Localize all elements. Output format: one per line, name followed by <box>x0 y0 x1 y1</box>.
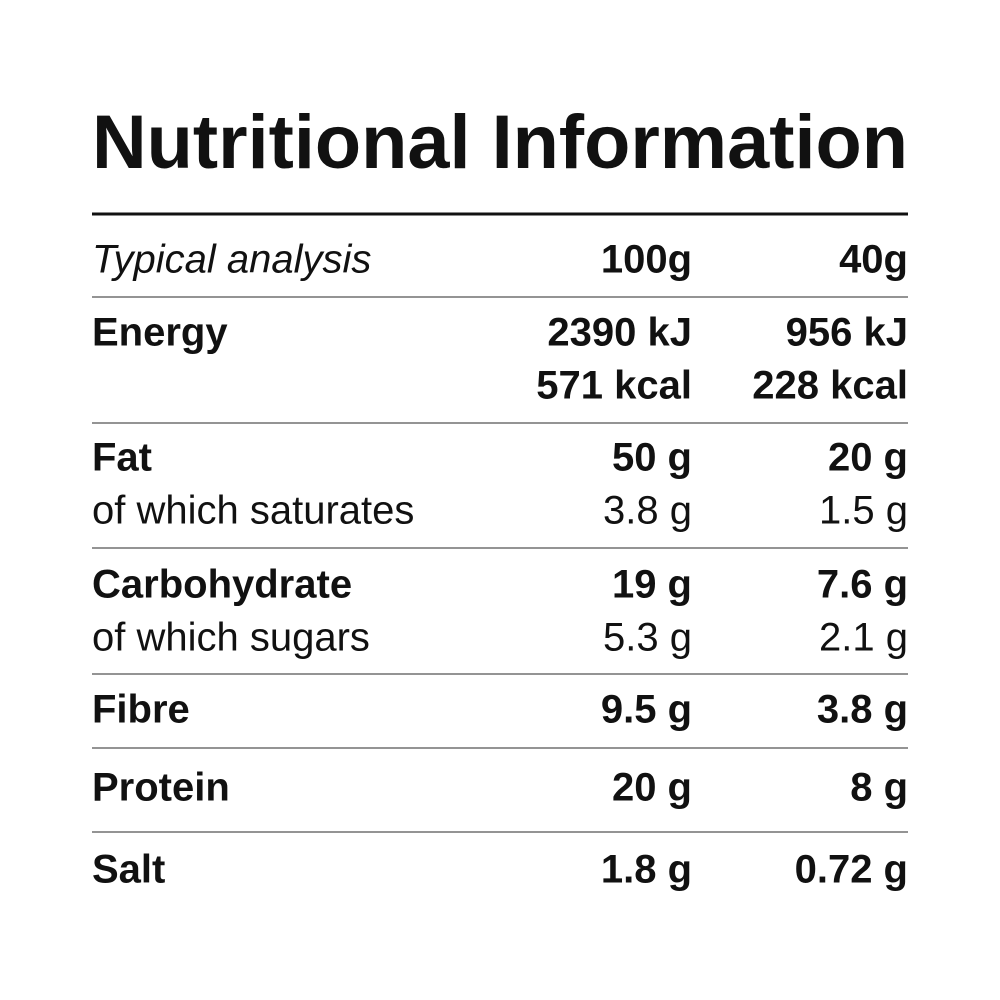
nutrient-name: Fat <box>92 436 152 480</box>
nutrient-name: Energy <box>92 311 228 355</box>
value-40g: 956 kJ <box>786 311 908 355</box>
header-label: Typical analysis <box>92 238 371 282</box>
header-col1: 100g <box>601 238 692 282</box>
nutrient-name: Protein <box>92 766 230 810</box>
nutrient-name: Salt <box>92 848 165 892</box>
value-40g: 20 g <box>828 436 908 480</box>
sub-value-100g: 3.8 g <box>603 489 692 533</box>
sub-value-100g: 5.3 g <box>603 616 692 660</box>
value-40g: 228 kcal <box>752 364 908 408</box>
value-100g: 2390 kJ <box>547 311 692 355</box>
value-100g: 19 g <box>612 563 692 607</box>
nutrient-name: Fibre <box>92 688 190 732</box>
sub-nutrient-name: of which saturates <box>92 489 414 533</box>
value-100g: 50 g <box>612 436 692 480</box>
nutrient-name: Carbohydrate <box>92 563 352 607</box>
value-100g: 9.5 g <box>601 688 692 732</box>
value-40g: 0.72 g <box>795 848 908 892</box>
sub-value-40g: 2.1 g <box>819 616 908 660</box>
value-100g: 1.8 g <box>601 848 692 892</box>
value-100g: 571 kcal <box>536 364 692 408</box>
value-100g: 20 g <box>612 766 692 810</box>
value-40g: 7.6 g <box>817 563 908 607</box>
sub-value-40g: 1.5 g <box>819 489 908 533</box>
value-40g: 3.8 g <box>817 688 908 732</box>
title: Nutritional Information <box>92 100 908 185</box>
header-col2: 40g <box>839 238 908 282</box>
value-40g: 8 g <box>850 766 908 810</box>
sub-nutrient-name: of which sugars <box>92 616 370 660</box>
